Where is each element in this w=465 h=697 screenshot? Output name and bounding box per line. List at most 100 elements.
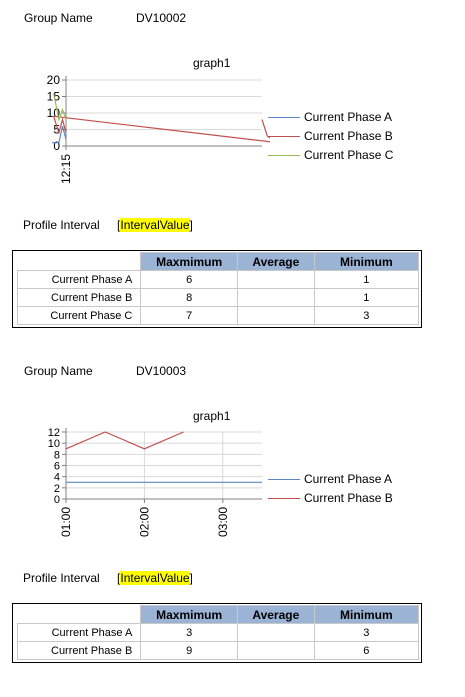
- chart-1-grid: [65, 76, 262, 147]
- group-name-value: DV10002: [136, 11, 187, 25]
- interval-value: IntervalValue: [120, 218, 190, 232]
- bracket-open: [: [117, 571, 121, 585]
- interval-value: IntervalValue: [120, 571, 190, 585]
- y-tick-label: 12: [48, 427, 60, 439]
- series-line-current-phase-b: [52, 115, 270, 143]
- profile-interval: Profile Interval [IntervalValue]: [23, 218, 193, 232]
- row-max: 6: [140, 270, 238, 289]
- legend-item-phase-a: Current Phase A: [268, 110, 392, 124]
- table-header-blank: [17, 252, 142, 271]
- row-max: 3: [140, 623, 238, 642]
- table-header-blank: [17, 605, 142, 624]
- row-max: 9: [140, 641, 238, 660]
- group-name-label: Group Name: [24, 364, 93, 378]
- row-min: 1: [313, 270, 420, 289]
- series-line-current-phase-c: [53, 93, 67, 122]
- graph-title: graph1: [193, 409, 231, 423]
- row-avg: [236, 270, 315, 289]
- bracket-close: ]: [189, 571, 193, 585]
- stats-table-frame: [12, 603, 422, 663]
- legend-swatch-phase-b: [268, 497, 300, 499]
- row-min: 3: [313, 623, 420, 642]
- stats-table: Maxmimum Average Minimum Current Phase A…: [16, 252, 420, 325]
- chart-2-x-ticks: 01:00 02:00 03:00: [59, 499, 230, 537]
- bracket-close: ]: [189, 218, 193, 232]
- y-tick-label: 6: [54, 461, 60, 473]
- series-line-current-phase-b: [65, 431, 184, 450]
- profile-interval: Profile Interval [IntervalValue]: [23, 571, 193, 585]
- table-row: Current Phase B 8 1: [16, 288, 420, 307]
- row-name: Current Phase A: [16, 270, 142, 289]
- chart-2-series: [65, 431, 262, 483]
- y-tick-label: 10: [48, 438, 60, 450]
- row-name: Current Phase B: [16, 288, 142, 307]
- profile-interval-label: Profile Interval: [23, 571, 100, 585]
- x-tick-label: 12:15: [59, 154, 73, 184]
- table-row: Current Phase C 7 3: [16, 306, 420, 325]
- x-tick-label: 01:00: [59, 507, 73, 537]
- y-tick-label: 4: [54, 472, 60, 484]
- legend-label: Current Phase B: [304, 129, 393, 143]
- y-tick-label: 0: [53, 139, 60, 153]
- table-header-row: Maxmimum Average Minimum: [17, 605, 420, 624]
- legend-label: Current Phase A: [304, 110, 393, 124]
- table-row: Current Phase A 6 1: [16, 270, 420, 289]
- row-avg: [236, 306, 315, 325]
- legend-item-phase-b: Current Phase B: [268, 129, 393, 143]
- chart-2-grid: [65, 428, 262, 500]
- legend-swatch-phase-b: [268, 135, 300, 137]
- row-name: Current Phase B: [16, 641, 142, 660]
- y-tick-label: 2: [54, 483, 60, 495]
- profile-interval-label: Profile Interval: [23, 218, 100, 232]
- legend-swatch-phase-a: [268, 116, 300, 118]
- table-header-row: Maxmimum Average Minimum: [17, 252, 420, 271]
- y-tick-label: 0: [54, 494, 60, 506]
- interval-value-field: [IntervalValue]: [117, 571, 193, 585]
- x-tick-label: 02:00: [137, 507, 151, 537]
- y-tick-label: 5: [53, 123, 60, 137]
- chart-1-series: [51, 93, 270, 144]
- x-tick-label: 03:00: [216, 507, 230, 537]
- interval-value-field: [IntervalValue]: [117, 218, 193, 232]
- table-header-avg: Average: [236, 605, 315, 624]
- table-header-max: Maxmimum: [140, 252, 238, 271]
- table-header-min: Minimum: [313, 605, 420, 624]
- stats-table-frame: [12, 250, 422, 328]
- row-max: 8: [140, 288, 238, 307]
- legend-item-phase-a: Current Phase A: [268, 472, 392, 486]
- graph-title: graph1: [193, 56, 231, 70]
- bracket-open: [: [117, 218, 121, 232]
- row-avg: [236, 641, 315, 660]
- table-header-max: Maxmimum: [140, 605, 238, 624]
- row-min: 1: [313, 288, 420, 307]
- legend-label: Current Phase A: [304, 472, 393, 486]
- legend-label: Current Phase B: [304, 491, 393, 505]
- y-tick-label: 15: [47, 90, 61, 104]
- row-avg: [236, 288, 315, 307]
- row-name: Current Phase C: [16, 306, 142, 325]
- group-name-value: DV10003: [136, 364, 187, 378]
- row-min: 6: [313, 641, 420, 660]
- table-header-avg: Average: [236, 252, 315, 271]
- y-tick-label: 8: [54, 449, 60, 461]
- row-max: 7: [140, 306, 238, 325]
- stats-table: Maxmimum Average Minimum Current Phase A…: [16, 605, 420, 660]
- group-name-label: Group Name: [24, 11, 93, 25]
- legend-label: Current Phase C: [304, 148, 394, 162]
- row-name: Current Phase A: [16, 623, 142, 642]
- row-min: 3: [313, 306, 420, 325]
- legend-item-phase-b: Current Phase B: [268, 491, 393, 505]
- legend-swatch-phase-a: [268, 478, 300, 480]
- y-tick-label: 20: [47, 73, 61, 87]
- row-avg: [236, 623, 315, 642]
- series-line-current-phase-a: [51, 126, 67, 144]
- table-header-min: Minimum: [313, 252, 420, 271]
- table-row: Current Phase A 3 3: [16, 623, 420, 642]
- table-row: Current Phase B 9 6: [16, 641, 420, 660]
- chart-1-x-ticks: 12:1501:1502:15: [59, 146, 73, 184]
- legend-item-phase-c: Current Phase C: [268, 148, 393, 162]
- legend-swatch-phase-c: [268, 154, 300, 156]
